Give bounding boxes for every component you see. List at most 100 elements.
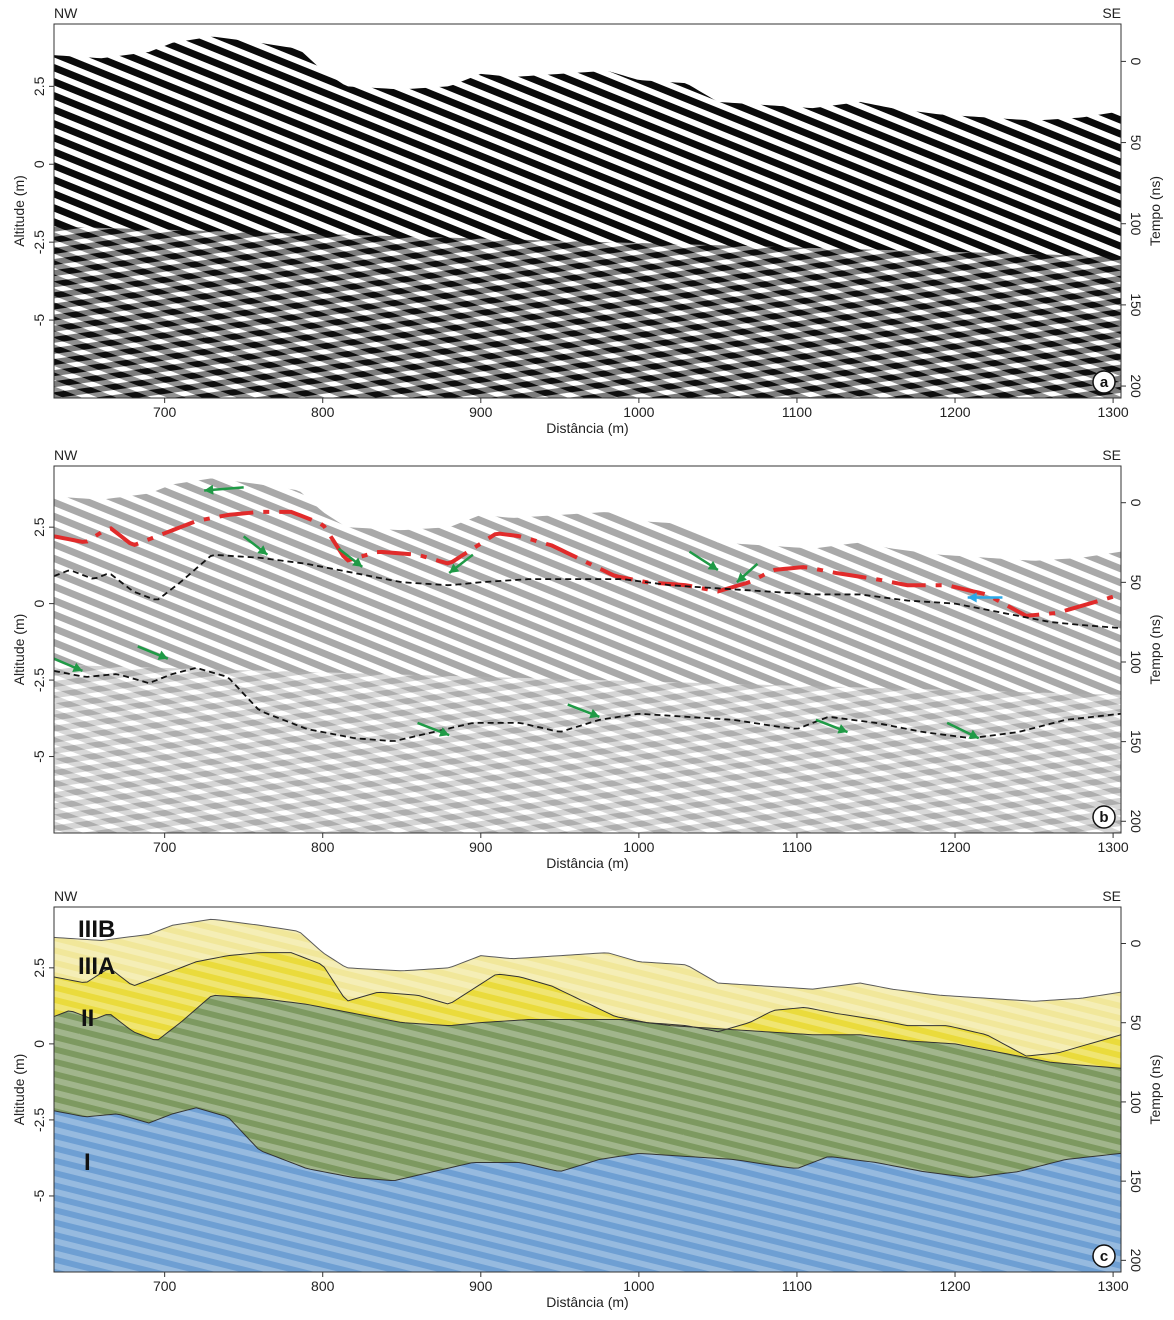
time-tick-label: 0: [1128, 499, 1144, 507]
y-tick-label: -2.5: [31, 668, 47, 692]
y-tick-label: 0: [31, 160, 47, 168]
y-tick-label: -2.5: [31, 230, 47, 254]
x-tick-label: 1000: [623, 839, 654, 855]
y-tick-label: -5: [31, 314, 47, 327]
x-tick-label: 1100: [782, 839, 812, 855]
green-arrow: [736, 562, 759, 584]
layer-label: IIIA: [78, 953, 115, 980]
x-tick-label: 800: [311, 404, 335, 420]
reflection-pattern-deep: [54, 226, 1121, 398]
x-axis-label: Distância (m): [546, 1294, 628, 1310]
time-tick-label: 50: [1128, 135, 1144, 151]
y-tick-label: -2.5: [31, 1108, 47, 1132]
time-axis-label: Tempo (ns): [1147, 614, 1163, 684]
x-tick-label: 1200: [939, 404, 970, 420]
time-tick-label: 200: [1128, 1249, 1144, 1273]
plot-frame: [53, 906, 1122, 1273]
y-tick-label: 0: [31, 600, 47, 608]
panel-label: b: [1099, 809, 1108, 826]
time-tick-label: 150: [1128, 1169, 1144, 1193]
x-tick-label: 1100: [782, 1278, 812, 1294]
y-tick-label: 2.5: [31, 76, 47, 96]
plot-frame: [53, 465, 1122, 834]
reflection-texture: [54, 919, 1121, 1272]
radargram-area: [54, 36, 1121, 398]
layer-label: IIIB: [78, 916, 115, 943]
time-tick-label: 150: [1128, 293, 1144, 317]
green-arrow: [946, 721, 980, 740]
time-tick-label: 100: [1128, 650, 1144, 674]
x-axis-label: Distância (m): [546, 855, 628, 871]
panel-label: a: [1100, 374, 1109, 391]
x-tick-label: 800: [311, 839, 335, 855]
panel-badge: [1092, 1244, 1116, 1268]
y-tick-label: 2.5: [31, 517, 47, 537]
y-tick-label: -5: [31, 1190, 47, 1203]
x-tick-label: 1000: [623, 404, 654, 420]
green-arrow: [337, 547, 364, 568]
green-arrow: [688, 550, 719, 572]
x-tick-label: 900: [469, 1278, 493, 1294]
dashed-boundary: [54, 666, 1121, 742]
time-tick-label: 0: [1128, 940, 1144, 948]
y-axis-label: Altitude (m): [11, 614, 27, 686]
corner-label-se: SE: [1102, 5, 1121, 21]
x-tick-label: 800: [311, 1278, 335, 1294]
layer-boundary: [54, 994, 1121, 1069]
green-arrow: [417, 721, 450, 737]
panel-label: c: [1100, 1248, 1108, 1265]
x-tick-label: 1100: [782, 404, 812, 420]
x-tick-label: 700: [153, 839, 177, 855]
blue-arrow: [967, 592, 1003, 603]
time-tick-label: 50: [1128, 575, 1144, 591]
time-axis-label: Tempo (ns): [1147, 176, 1163, 246]
corner-label-se: SE: [1102, 888, 1121, 904]
x-tick-label: 700: [153, 1278, 177, 1294]
surface-line: [54, 918, 1121, 1002]
green-arrow: [448, 553, 474, 575]
y-axis-label: Altitude (m): [11, 1054, 27, 1126]
time-axis-label: Tempo (ns): [1147, 1054, 1163, 1124]
layer-label: II: [81, 1005, 94, 1032]
corner-label-se: SE: [1102, 447, 1121, 463]
red-reflector: [54, 509, 1121, 618]
time-tick-label: 150: [1128, 730, 1144, 754]
time-tick-label: 0: [1128, 58, 1144, 66]
x-axis-label: Distância (m): [546, 420, 628, 436]
green-arrow: [204, 484, 244, 495]
layer-boundary: [54, 952, 1121, 1057]
layer-boundary: [54, 1107, 1121, 1182]
green-arrow: [815, 718, 848, 734]
x-tick-label: 1200: [939, 839, 970, 855]
x-tick-label: 1000: [623, 1278, 654, 1294]
y-axis-label: Altitude (m): [11, 175, 27, 247]
radargram-area: [54, 918, 1121, 1272]
x-tick-label: 900: [469, 404, 493, 420]
panel-badge: [1092, 370, 1116, 394]
panel-badge: [1092, 805, 1116, 829]
time-tick-label: 200: [1128, 810, 1144, 834]
time-tick-label: 100: [1128, 212, 1144, 236]
x-tick-label: 1300: [1098, 839, 1129, 855]
x-tick-label: 1300: [1098, 404, 1129, 420]
plot-frame: [53, 23, 1122, 399]
reflection-pattern-deep: [54, 664, 1121, 833]
x-tick-label: 900: [469, 839, 493, 855]
radargram-area: [54, 478, 1121, 833]
y-tick-label: 2.5: [31, 958, 47, 978]
green-arrow: [54, 657, 83, 673]
time-tick-label: 50: [1128, 1015, 1144, 1031]
y-tick-label: 0: [31, 1040, 47, 1048]
layer-label: I: [84, 1149, 91, 1176]
corner-label-nw: NW: [54, 888, 78, 904]
green-arrow: [137, 645, 169, 660]
time-tick-label: 100: [1128, 1090, 1144, 1114]
corner-label-nw: NW: [54, 447, 78, 463]
time-tick-label: 200: [1128, 374, 1144, 398]
x-tick-label: 1200: [939, 1278, 970, 1294]
green-arrow: [567, 703, 600, 719]
